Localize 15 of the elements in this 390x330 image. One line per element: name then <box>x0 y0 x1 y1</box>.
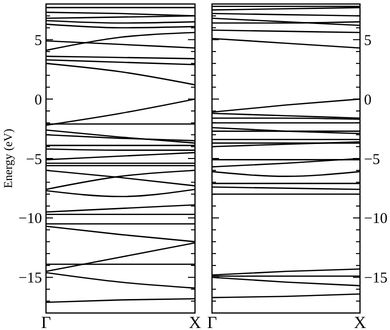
y-tick-label: 5 <box>364 32 372 49</box>
x-tick-label: X <box>188 313 202 330</box>
y-axis-title: Energy (eV) <box>1 128 15 188</box>
y-tick-label: −10 <box>18 211 42 228</box>
x-tick-label: X <box>354 313 366 330</box>
y-tick-label: −5 <box>364 152 380 168</box>
x-tick-label: Γ <box>207 313 218 330</box>
x-tick-label: Γ <box>41 313 52 330</box>
y-tick-label: 0 <box>364 92 372 108</box>
y-tick-label: 5 <box>34 32 42 49</box>
y-tick-label: −5 <box>26 152 42 168</box>
y-tick-label: −10 <box>364 211 388 228</box>
y-tick-label: 0 <box>34 92 42 108</box>
y-tick-label: −15 <box>18 270 42 287</box>
y-tick-label: −15 <box>364 270 388 287</box>
